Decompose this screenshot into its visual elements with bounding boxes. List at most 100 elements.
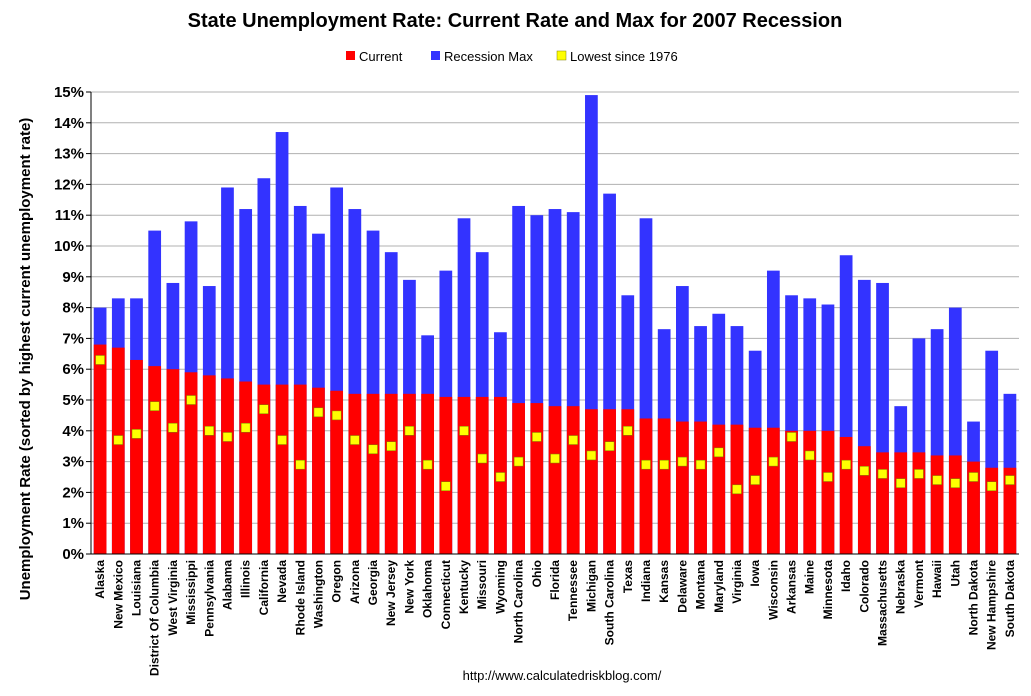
marker-lowest — [495, 472, 506, 482]
x-tick-label: Idaho — [839, 560, 853, 592]
marker-lowest — [459, 426, 469, 436]
bar-current — [621, 409, 635, 554]
x-tick-label: Arkansas — [785, 560, 799, 614]
x-tick-label: New York — [402, 560, 416, 614]
x-tick-label: Texas — [621, 560, 635, 593]
marker-lowest — [168, 422, 178, 433]
x-tick-label: Pennsylvania — [202, 560, 216, 637]
bar-current — [603, 409, 616, 554]
x-tick-label: Tennessee — [566, 560, 580, 621]
marker-lowest — [732, 484, 742, 495]
y-tick-label: 2% — [62, 484, 84, 501]
marker-lowest — [586, 450, 597, 461]
marker-lowest — [641, 459, 651, 470]
marker-lowest — [877, 469, 888, 479]
bar-current — [930, 455, 944, 554]
x-tick-label: New Jersey — [384, 560, 398, 626]
legend-label-recession-max: Recession Max — [444, 49, 533, 64]
x-tick-label: Kentucky — [457, 560, 471, 614]
bar-current — [184, 372, 198, 554]
x-tick-label: Michigan — [584, 560, 598, 612]
marker-lowest — [368, 444, 378, 455]
marker-lowest — [950, 478, 961, 488]
x-tick-label: Vermont — [912, 560, 926, 608]
marker-lowest — [823, 472, 833, 482]
bar-current — [821, 430, 835, 554]
marker-lowest — [714, 447, 724, 458]
x-tick-label: Minnesota — [821, 560, 835, 620]
bar-current — [457, 396, 471, 554]
x-tick-label: Rhode Island — [293, 560, 307, 635]
x-tick-label: Missouri — [475, 560, 489, 609]
bar-current — [657, 418, 671, 554]
marker-lowest — [95, 355, 105, 365]
bar-current — [766, 427, 780, 554]
bar-current — [639, 418, 653, 554]
bar-current — [475, 396, 489, 554]
y-tick-label: 6% — [62, 361, 84, 378]
y-tick-label: 15% — [54, 84, 84, 101]
bar-current — [330, 390, 344, 554]
x-tick-label: Arizona — [348, 560, 362, 604]
x-tick-label: Indiana — [639, 560, 653, 602]
marker-lowest — [786, 432, 797, 442]
x-tick-label: Virginia — [730, 560, 744, 604]
marker-lowest — [404, 426, 415, 436]
bar-current — [912, 452, 926, 554]
marker-lowest — [659, 459, 669, 470]
x-tick-label: Delaware — [675, 560, 689, 613]
marker-lowest — [986, 481, 997, 491]
bar-current — [839, 436, 853, 554]
bar-current — [530, 403, 544, 554]
marker-lowest — [750, 475, 760, 485]
marker-lowest — [695, 459, 706, 470]
y-tick-label: 10% — [54, 238, 84, 255]
bar-current — [239, 381, 253, 554]
x-tick-label: Oklahoma — [421, 560, 435, 618]
marker-lowest — [149, 401, 160, 411]
marker-lowest — [422, 459, 433, 470]
marker-lowest — [204, 426, 215, 436]
x-tick-label: North Dakota — [967, 560, 981, 636]
axes — [90, 92, 1019, 555]
x-tick-label: Florida — [548, 560, 562, 600]
marker-lowest — [295, 459, 306, 470]
marker-lowest — [623, 426, 633, 436]
y-tick-label: 14% — [54, 115, 84, 132]
lowest-markers — [95, 355, 1015, 495]
bar-current — [585, 409, 598, 554]
marker-lowest — [968, 472, 979, 482]
x-tick-label: Nebraska — [894, 560, 908, 614]
marker-lowest — [841, 459, 851, 470]
chart-title: State Unemployment Rate: Current Rate an… — [188, 10, 843, 32]
marker-lowest — [386, 441, 396, 451]
x-tick-label: Montana — [694, 560, 708, 610]
marker-lowest — [313, 407, 324, 418]
x-tick-label: Maine — [803, 560, 817, 594]
bar-current — [93, 344, 107, 554]
bar-current — [694, 421, 707, 554]
legend-label-current: Current — [359, 49, 403, 64]
x-tick-label: New Hampshire — [985, 560, 999, 650]
x-tick-label: Georgia — [366, 560, 380, 606]
x-tick-label: Oregon — [330, 560, 344, 603]
marker-lowest — [113, 435, 124, 445]
x-tick-label: District Of Columbia — [148, 560, 162, 676]
bar-current — [148, 366, 162, 554]
bar-current — [512, 403, 525, 554]
marker-lowest — [277, 435, 287, 445]
marker-lowest — [259, 404, 269, 414]
bar-current — [948, 455, 962, 554]
legend-swatch-current — [346, 51, 355, 60]
marker-lowest — [477, 453, 487, 464]
x-tick-label: Wyoming — [493, 560, 507, 614]
marker-lowest — [895, 478, 906, 488]
bar-current — [748, 427, 762, 554]
x-tick-label: South Dakota — [1003, 560, 1017, 638]
y-tick-label: 8% — [62, 300, 84, 317]
x-tick-label: Ohio — [530, 560, 544, 587]
y-tick-label: 7% — [62, 330, 84, 347]
x-tick-label: Alaska — [93, 560, 107, 599]
x-tick-label: Alabama — [220, 560, 234, 610]
